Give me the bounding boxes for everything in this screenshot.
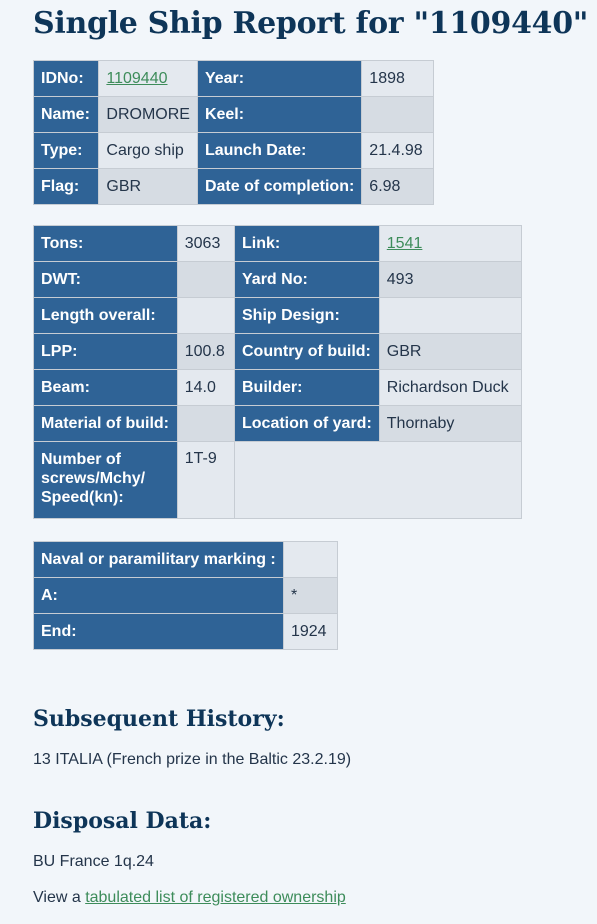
- disposal-heading: Disposal Data:: [33, 808, 212, 834]
- table-row: Name: DROMORE Keel:: [32, 96, 434, 133]
- table-row: Flag: GBR Date of completion: 6.98: [32, 168, 434, 205]
- table-row: Length overall: Ship Design:: [33, 297, 523, 334]
- table-row: Material of build: Location of yard: Tho…: [33, 405, 523, 442]
- table-row: Type: Cargo ship Launch Date: 21.4.98: [32, 132, 434, 169]
- flag-label: Flag:: [32, 168, 100, 205]
- ship-basic-table: IDNo: 1109440 Year: 1898 Name: DROMORE K…: [32, 60, 434, 205]
- name-value: DROMORE: [98, 96, 198, 133]
- type-label: Type:: [32, 132, 100, 169]
- link-label: Link:: [234, 225, 380, 262]
- lpp-label: LPP:: [33, 333, 178, 370]
- yard-no-label: Yard No:: [234, 261, 380, 298]
- keel-value: [361, 96, 434, 133]
- material-label: Material of build:: [33, 405, 178, 442]
- ship-dimensions-table: Tons: 3063 Link: 1541 DWT: Yard No: 493 …: [33, 225, 523, 519]
- name-label: Name:: [32, 96, 100, 133]
- flag-value: GBR: [98, 168, 198, 205]
- tons-label: Tons:: [33, 225, 178, 262]
- material-value: [176, 405, 236, 442]
- beam-label: Beam:: [33, 369, 178, 406]
- launch-date-label: Launch Date:: [196, 132, 363, 169]
- year-label: Year:: [196, 60, 363, 97]
- table-row: End: 1924: [33, 613, 339, 650]
- view-prefix: View a: [33, 889, 86, 906]
- ownership-link[interactable]: tabulated list of registered ownership: [85, 889, 346, 906]
- table-row: A: *: [33, 577, 339, 614]
- location-value: Thornaby: [378, 405, 523, 442]
- table-row: Number of screws/Mchy/ Speed(kn): 1T-9: [33, 441, 522, 519]
- table-row: Naval or paramilitary marking :: [33, 541, 339, 578]
- naval-marking-label: Naval or paramilitary marking :: [33, 541, 284, 578]
- end-value: 1924: [282, 613, 339, 650]
- beam-value: 14.0: [176, 369, 236, 406]
- screws-value: 1T-9: [176, 441, 236, 519]
- disposal-text: BU France 1q.24: [33, 853, 154, 870]
- length-overall-label: Length overall:: [33, 297, 178, 334]
- history-heading: Subsequent History:: [33, 706, 285, 732]
- year-value: 1898: [361, 60, 434, 97]
- screws-label-line2: screws/Mchy/: [41, 470, 146, 487]
- yard-no-value: 493: [378, 261, 523, 298]
- table-row: LPP: 100.8 Country of build: GBR: [33, 333, 523, 370]
- screws-label-line3: Speed(kn):: [41, 489, 124, 506]
- dwt-value: [176, 261, 236, 298]
- length-overall-value: [176, 297, 236, 334]
- empty-cell: [234, 441, 522, 519]
- idno-link[interactable]: 1109440: [106, 69, 168, 87]
- a-label: A:: [33, 577, 284, 614]
- table-row: IDNo: 1109440 Year: 1898: [32, 60, 434, 97]
- screws-label: Number of screws/Mchy/ Speed(kn):: [33, 441, 178, 519]
- table-row: DWT: Yard No: 493: [33, 261, 523, 298]
- table-row: Tons: 3063 Link: 1541: [33, 225, 523, 262]
- idno-label: IDNo:: [32, 60, 100, 97]
- tons-value: 3063: [176, 225, 236, 262]
- history-text: 13 ITALIA (French prize in the Baltic 23…: [33, 751, 352, 768]
- a-value: *: [282, 577, 339, 614]
- end-label: End:: [33, 613, 284, 650]
- ship-design-label: Ship Design:: [234, 297, 380, 334]
- ownership-line: View a tabulated list of registered owne…: [33, 889, 346, 907]
- table-row: Beam: 14.0 Builder: Richardson Duck: [33, 369, 523, 406]
- builder-label: Builder:: [234, 369, 380, 406]
- link-value-link[interactable]: 1541: [386, 234, 423, 252]
- completion-value: 6.98: [361, 168, 434, 205]
- country-value: GBR: [378, 333, 523, 370]
- ship-design-value: [378, 297, 523, 334]
- naval-marking-table: Naval or paramilitary marking : A: * End…: [33, 541, 339, 650]
- type-value: Cargo ship: [98, 132, 198, 169]
- launch-date-value: 21.4.98: [361, 132, 434, 169]
- page-title: Single Ship Report for "1109440": [33, 6, 589, 41]
- country-label: Country of build:: [234, 333, 380, 370]
- screws-label-line1: Number of: [41, 451, 121, 468]
- keel-label: Keel:: [196, 96, 363, 133]
- location-label: Location of yard:: [234, 405, 380, 442]
- naval-marking-value: [282, 541, 339, 578]
- lpp-value: 100.8: [176, 333, 236, 370]
- builder-value: Richardson Duck: [378, 369, 523, 406]
- completion-label: Date of completion:: [196, 168, 363, 205]
- dwt-label: DWT:: [33, 261, 178, 298]
